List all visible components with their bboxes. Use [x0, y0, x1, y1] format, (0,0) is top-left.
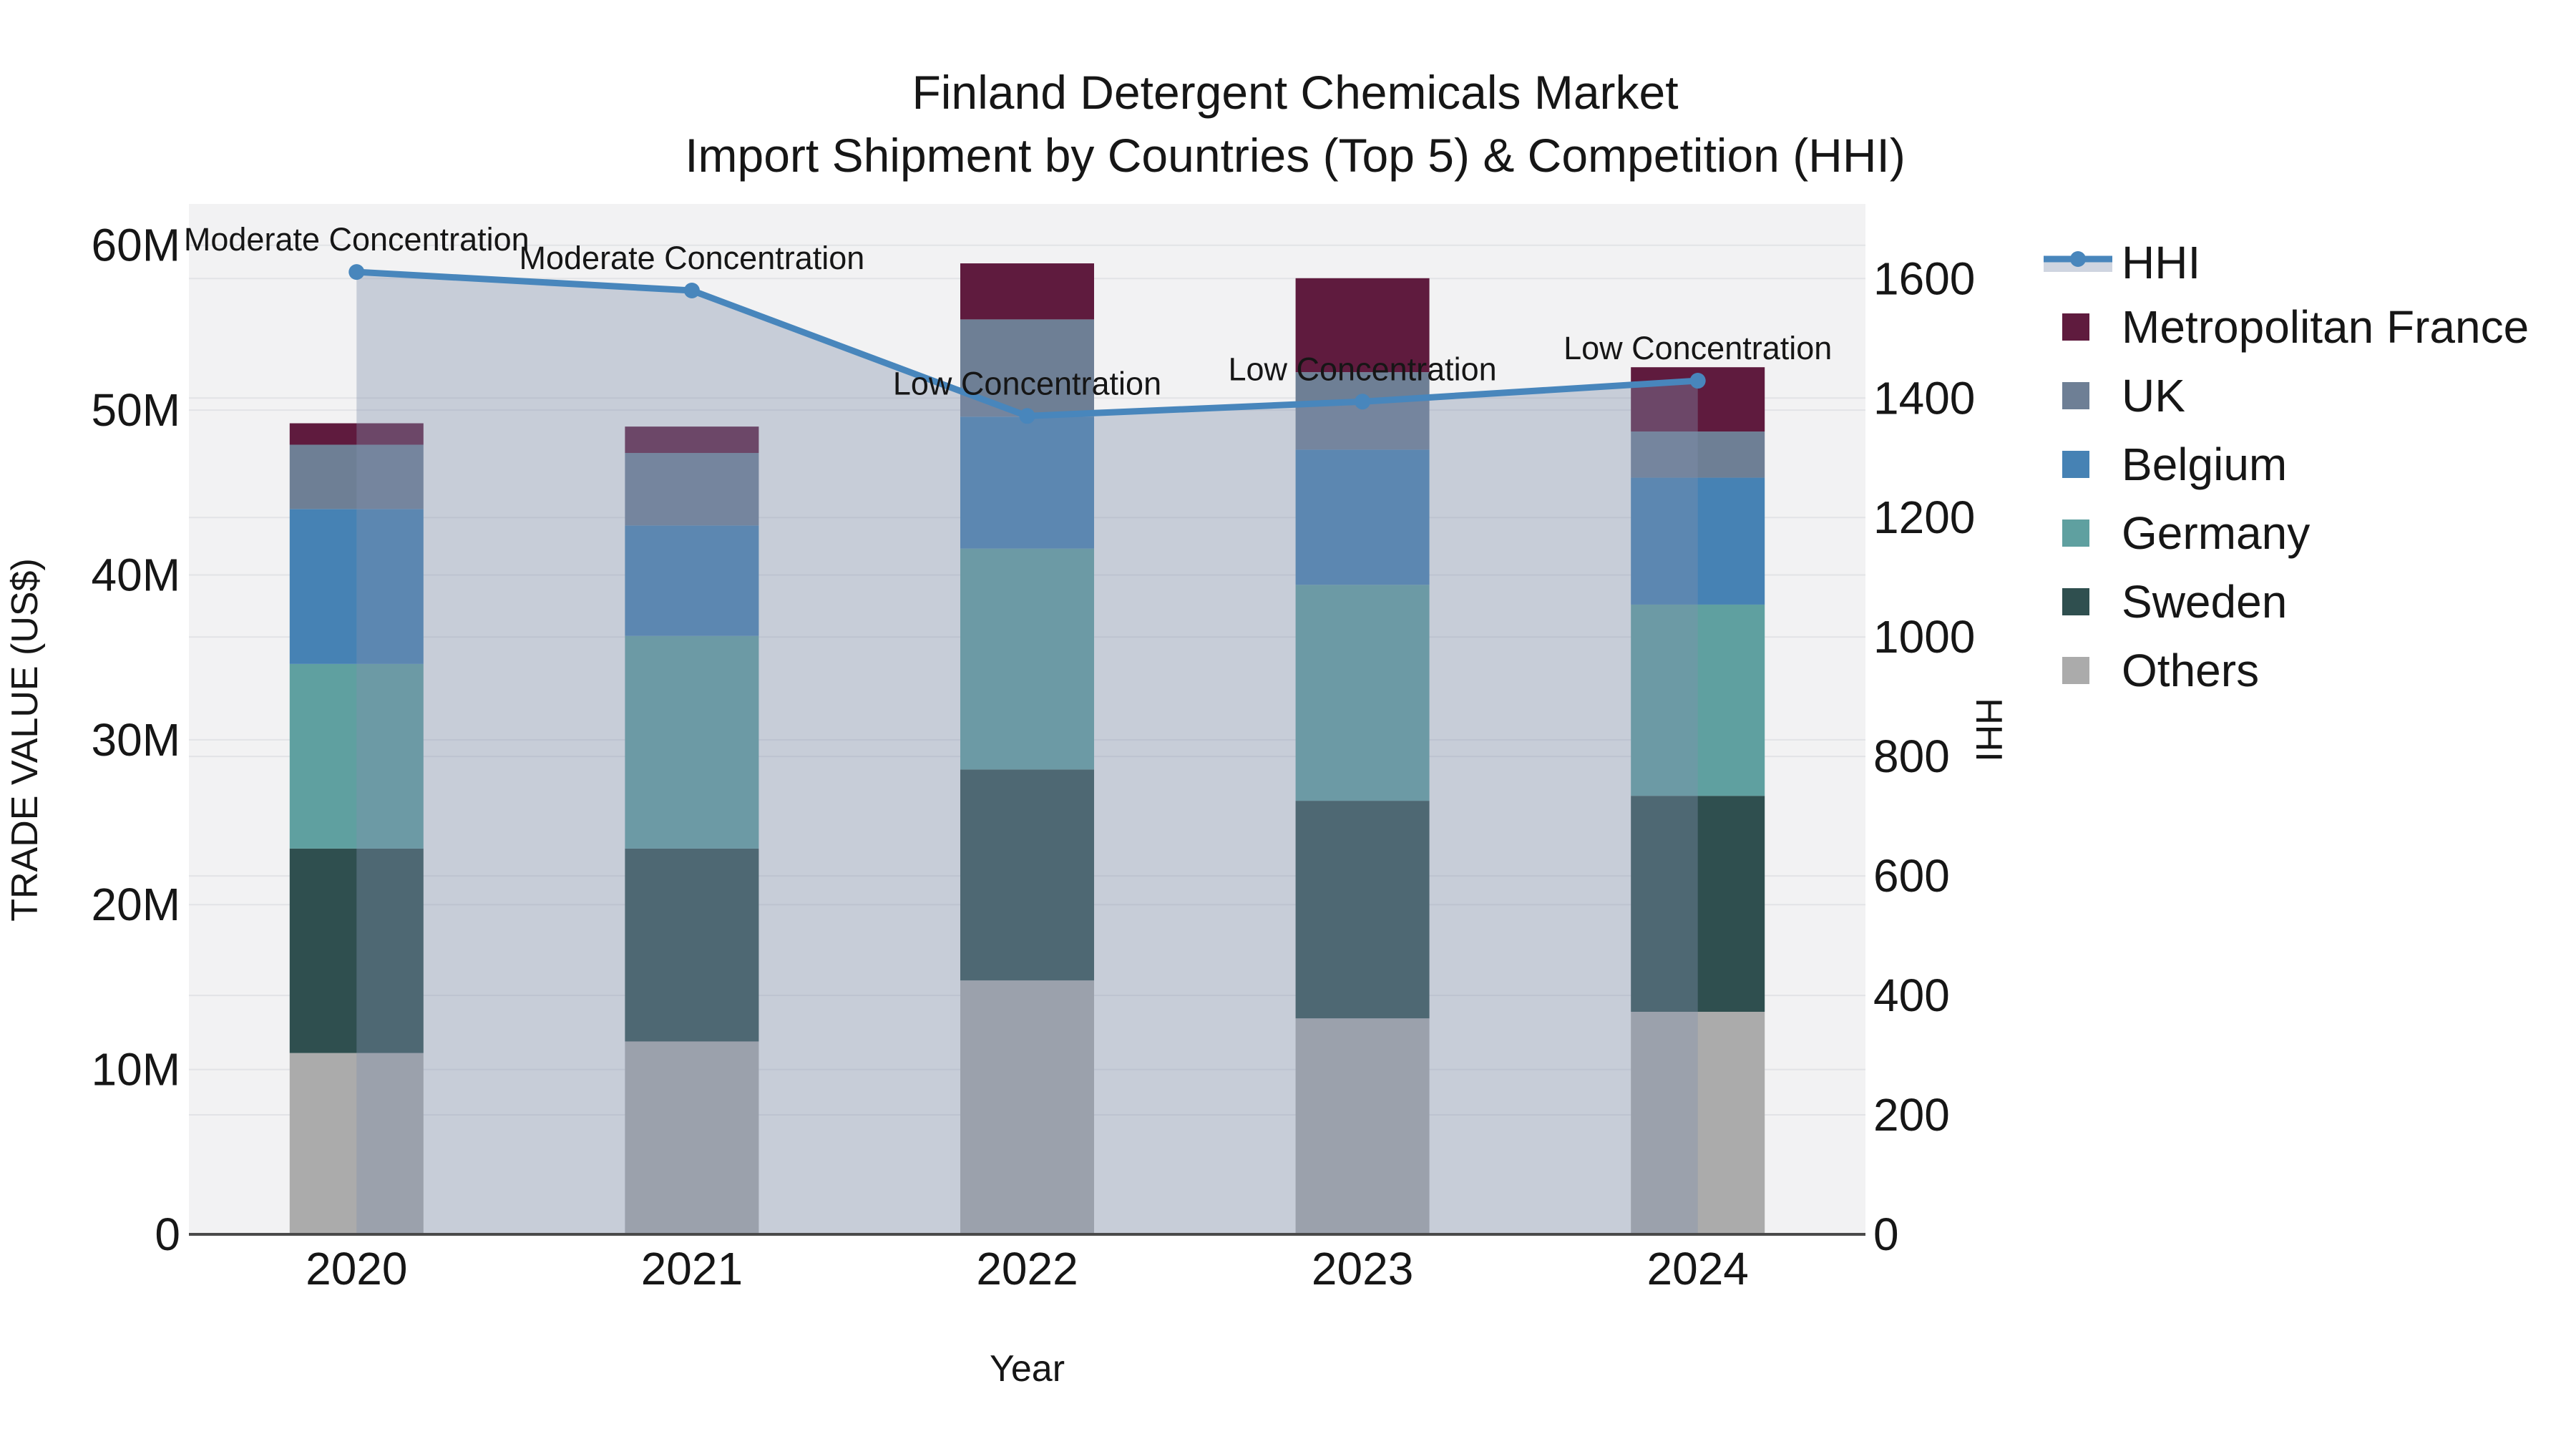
x-tick: 2021 — [641, 1243, 743, 1294]
y-right-tick: 600 — [1873, 850, 1950, 902]
annotation-2021: Moderate Concentration — [519, 240, 865, 276]
x-tick: 2022 — [976, 1243, 1078, 1294]
legend-label: Germany — [2122, 507, 2310, 559]
bar-segment-germany-2020[interactable] — [289, 663, 424, 849]
bar-segment-uk-2024[interactable] — [1631, 431, 1765, 478]
y-left-tick: 30M — [92, 714, 181, 766]
bar-segment-belgium-2024[interactable] — [1631, 477, 1765, 605]
legend-swatch-belgium — [2062, 451, 2089, 478]
legend-item-uk[interactable]: UK — [2062, 370, 2185, 421]
y-left-tick: 40M — [92, 549, 181, 600]
bar-segment-others-2023[interactable] — [1295, 1018, 1430, 1234]
bar-segment-belgium-2023[interactable] — [1295, 449, 1430, 585]
hhi-marker-2020[interactable] — [348, 264, 365, 280]
legend-swatch-others — [2062, 657, 2089, 684]
y-right-tick: 1600 — [1873, 253, 1975, 304]
hhi-marker-2024[interactable] — [1689, 373, 1706, 389]
bar-segment-metropolitan-france-2023[interactable] — [1295, 278, 1430, 373]
y-right-tick: 1000 — [1873, 611, 1975, 663]
bar-segment-sweden-2023[interactable] — [1295, 801, 1430, 1019]
legend-label: Others — [2122, 645, 2259, 696]
hhi-area-fill-layer — [356, 272, 1698, 1234]
y-right-tick: 200 — [1873, 1089, 1950, 1141]
bar-segment-sweden-2022[interactable] — [960, 769, 1094, 981]
y-left-tick: 20M — [92, 879, 181, 930]
chart-title-line2: Import Shipment by Countries (Top 5) & C… — [685, 129, 1906, 182]
y-left-tick: 50M — [92, 384, 181, 436]
bar-segment-others-2021[interactable] — [625, 1041, 759, 1234]
legend-hhi-marker — [2070, 251, 2086, 267]
hhi-marker-2021[interactable] — [683, 283, 700, 299]
y-right-tick: 1200 — [1873, 492, 1975, 543]
y-left-tick: 0 — [155, 1209, 180, 1260]
legend-swatch-metropolitan-france — [2062, 313, 2089, 341]
y-left-tick: 60M — [92, 220, 181, 271]
hhi-marker-2022[interactable] — [1019, 408, 1035, 424]
annotation-2023: Low Concentration — [1228, 351, 1496, 387]
legend-swatch-sweden — [2062, 588, 2089, 615]
bar-segment-uk-2021[interactable] — [625, 452, 759, 526]
stacked-bars-layer — [289, 263, 1765, 1234]
chart-title-line1: Finland Detergent Chemicals Market — [912, 66, 1678, 119]
x-tick: 2024 — [1647, 1243, 1749, 1294]
y-right-tick: 0 — [1873, 1209, 1899, 1260]
bar-segment-sweden-2024[interactable] — [1631, 796, 1765, 1012]
annotation-2024: Low Concentration — [1563, 330, 1832, 366]
bar-segment-belgium-2022[interactable] — [960, 416, 1094, 549]
y-left-tick: 10M — [92, 1044, 181, 1096]
y-right-axis-title: HHI — [1968, 698, 2009, 762]
legend-swatch-germany — [2062, 519, 2089, 547]
hhi-line-layer — [348, 264, 1706, 424]
annotation-2022: Low Concentration — [893, 365, 1161, 401]
legend-item-germany[interactable]: Germany — [2062, 507, 2310, 559]
bar-segment-metropolitan-france-2022[interactable] — [960, 263, 1094, 320]
legend-layer: HHI Metropolitan France UK Belgium Germany Sw… — [2044, 237, 2529, 696]
legend-item-hhi[interactable]: HHI — [2044, 237, 2200, 288]
bar-segment-germany-2023[interactable] — [1295, 585, 1430, 801]
bar-segment-others-2020[interactable] — [289, 1053, 424, 1234]
x-tick: 2020 — [306, 1243, 407, 1294]
tick-labels-layer: 0 10M 20M 30M 40M 50M 60M 0 200 400 600 800 1000 1200… — [92, 220, 1976, 1294]
legend-label: HHI — [2122, 237, 2200, 288]
titles-layer: Finland Detergent Chemicals Market Import… — [4, 66, 2009, 1390]
y-left-axis-title: TRADE VALUE (US$) — [4, 558, 46, 922]
y-right-tick: 800 — [1873, 731, 1950, 782]
bar-segment-uk-2023[interactable] — [1295, 372, 1430, 450]
legend-label: Metropolitan France — [2122, 301, 2529, 353]
bar-segment-others-2024[interactable] — [1631, 1011, 1765, 1234]
hhi-marker-2023[interactable] — [1355, 394, 1371, 410]
bar-segment-belgium-2021[interactable] — [625, 525, 759, 636]
x-tick: 2023 — [1312, 1243, 1413, 1294]
bar-segment-sweden-2021[interactable] — [625, 848, 759, 1042]
annotation-2020: Moderate Concentration — [184, 221, 530, 258]
bar-segment-metropolitan-france-2020[interactable] — [289, 423, 424, 445]
bar-segment-uk-2020[interactable] — [289, 444, 424, 509]
bar-segment-sweden-2020[interactable] — [289, 848, 424, 1053]
legend-item-belgium[interactable]: Belgium — [2062, 439, 2287, 490]
y-right-tick: 1400 — [1873, 372, 1975, 424]
bar-segment-metropolitan-france-2021[interactable] — [625, 426, 759, 453]
legend-item-metropolitan-france[interactable]: Metropolitan France — [2062, 301, 2529, 353]
y-right-tick: 400 — [1873, 970, 1950, 1021]
bar-segment-others-2022[interactable] — [960, 980, 1094, 1234]
legend-item-others[interactable]: Others — [2062, 645, 2259, 696]
legend-label: Sweden — [2122, 576, 2287, 628]
legend-label: UK — [2122, 370, 2185, 421]
hhi-area-fill — [356, 272, 1698, 1234]
legend-swatch-uk — [2062, 382, 2089, 409]
bar-segment-germany-2021[interactable] — [625, 635, 759, 849]
bar-segment-germany-2024[interactable] — [1631, 604, 1765, 796]
bar-segment-belgium-2020[interactable] — [289, 509, 424, 664]
legend-label: Belgium — [2122, 439, 2287, 490]
x-axis-title: Year — [990, 1348, 1065, 1390]
bar-segment-germany-2022[interactable] — [960, 548, 1094, 770]
legend-item-sweden[interactable]: Sweden — [2062, 576, 2287, 628]
